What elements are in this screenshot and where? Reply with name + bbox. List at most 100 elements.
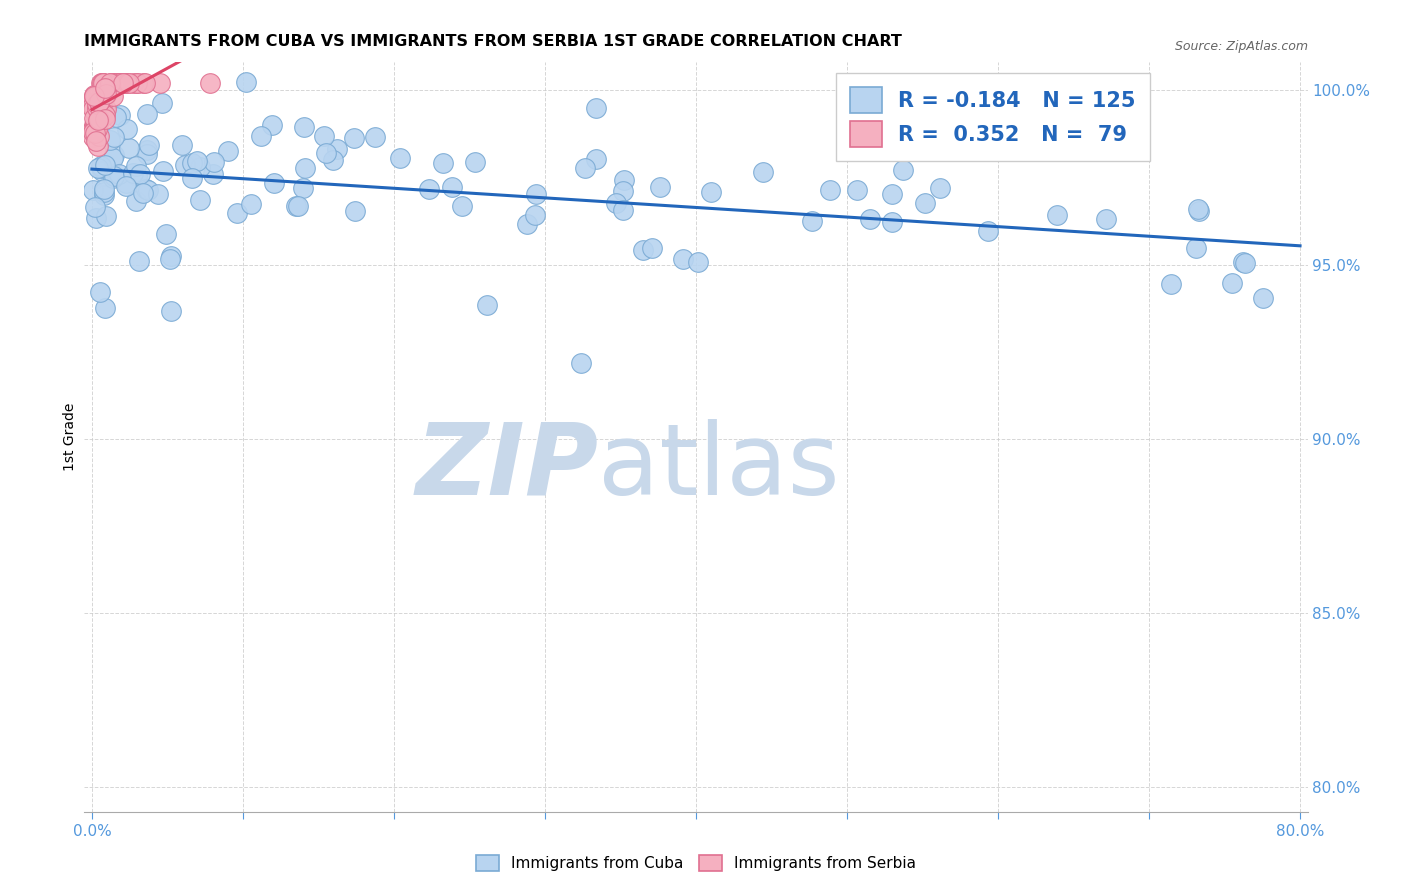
Point bbox=[98, 76, 121, 90]
Point bbox=[83, 123, 105, 137]
Point bbox=[105, 76, 128, 90]
Point bbox=[108, 76, 131, 90]
Point bbox=[612, 184, 634, 198]
Point bbox=[84, 211, 107, 225]
Text: Source: ZipAtlas.com: Source: ZipAtlas.com bbox=[1174, 40, 1308, 54]
Text: ZIP: ZIP bbox=[415, 418, 598, 516]
Point bbox=[94, 102, 117, 116]
Point bbox=[87, 95, 110, 109]
Point bbox=[605, 196, 627, 211]
Point bbox=[150, 96, 173, 111]
Point bbox=[87, 97, 110, 112]
Point bbox=[90, 160, 112, 174]
Point bbox=[202, 154, 225, 169]
Y-axis label: 1st Grade: 1st Grade bbox=[63, 403, 77, 471]
Point bbox=[585, 152, 607, 166]
Point bbox=[363, 130, 385, 145]
Point bbox=[128, 254, 150, 268]
Point bbox=[82, 121, 104, 136]
Point bbox=[688, 254, 710, 268]
Point bbox=[928, 181, 950, 195]
Point bbox=[115, 176, 138, 190]
Point bbox=[87, 113, 110, 128]
Point bbox=[1045, 208, 1067, 222]
Point bbox=[612, 202, 634, 217]
Point bbox=[284, 199, 307, 213]
Point bbox=[136, 143, 159, 157]
Point bbox=[801, 214, 824, 228]
Point bbox=[83, 112, 105, 126]
Point bbox=[89, 98, 111, 112]
Point bbox=[388, 151, 411, 165]
Point bbox=[103, 130, 125, 145]
Point bbox=[463, 155, 485, 169]
Point bbox=[136, 107, 159, 121]
Point bbox=[845, 183, 868, 197]
Point bbox=[640, 241, 662, 255]
Point bbox=[93, 181, 115, 195]
Point bbox=[101, 171, 124, 186]
Point bbox=[125, 159, 148, 173]
Point bbox=[121, 76, 143, 90]
Point bbox=[880, 215, 903, 229]
Point bbox=[91, 109, 114, 123]
Point bbox=[125, 169, 148, 183]
Point bbox=[84, 121, 107, 136]
Point bbox=[450, 199, 472, 213]
Point bbox=[94, 158, 117, 172]
Point bbox=[97, 86, 120, 100]
Point bbox=[87, 88, 110, 103]
Point bbox=[432, 156, 454, 170]
Point bbox=[89, 93, 111, 107]
Point bbox=[891, 163, 914, 178]
Point bbox=[291, 181, 314, 195]
Point bbox=[159, 304, 181, 318]
Point bbox=[160, 249, 183, 263]
Point bbox=[103, 79, 125, 94]
Point bbox=[152, 164, 174, 178]
Point bbox=[87, 95, 110, 110]
Point bbox=[441, 179, 464, 194]
Point bbox=[159, 252, 181, 267]
Point bbox=[104, 110, 127, 124]
Point bbox=[111, 76, 134, 90]
Point bbox=[90, 109, 112, 123]
Point bbox=[114, 76, 136, 90]
Point bbox=[91, 96, 114, 111]
Point bbox=[882, 186, 904, 201]
Point bbox=[312, 128, 335, 143]
Point bbox=[94, 301, 117, 316]
Point bbox=[103, 148, 125, 162]
Point bbox=[131, 186, 153, 201]
Point bbox=[1095, 211, 1118, 226]
Point bbox=[112, 76, 135, 90]
Point bbox=[1185, 241, 1208, 255]
Point bbox=[188, 160, 211, 174]
Point bbox=[87, 113, 110, 128]
Point bbox=[132, 76, 155, 90]
Point bbox=[83, 200, 105, 214]
Point bbox=[104, 76, 127, 90]
Point bbox=[82, 98, 104, 112]
Point bbox=[516, 217, 538, 231]
Point bbox=[127, 76, 149, 90]
Point bbox=[260, 118, 283, 132]
Text: IMMIGRANTS FROM CUBA VS IMMIGRANTS FROM SERBIA 1ST GRADE CORRELATION CHART: IMMIGRANTS FROM CUBA VS IMMIGRANTS FROM … bbox=[84, 34, 903, 49]
Point bbox=[752, 165, 775, 179]
Point bbox=[287, 199, 309, 213]
Point bbox=[89, 285, 111, 300]
Point bbox=[82, 102, 104, 116]
Point bbox=[96, 86, 118, 100]
Point bbox=[188, 193, 211, 207]
Point bbox=[671, 252, 693, 266]
Point bbox=[83, 106, 105, 120]
Point bbox=[94, 112, 117, 127]
Point bbox=[138, 138, 160, 153]
Point bbox=[524, 187, 547, 202]
Point bbox=[105, 76, 128, 90]
Point bbox=[101, 151, 124, 165]
Point bbox=[90, 81, 112, 95]
Point bbox=[84, 121, 107, 136]
Point bbox=[90, 76, 112, 90]
Point bbox=[83, 88, 105, 103]
